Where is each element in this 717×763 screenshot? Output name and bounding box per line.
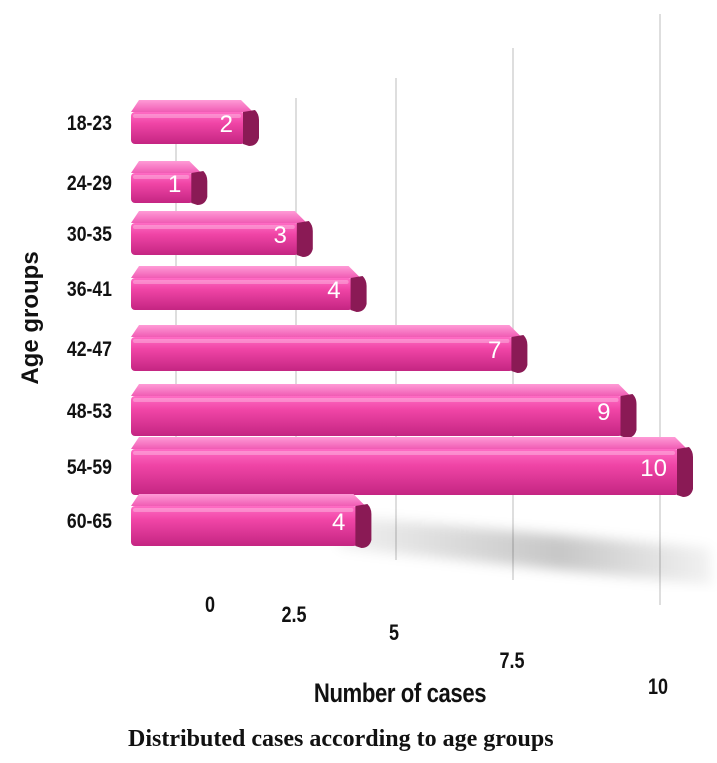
bar-top-face (131, 325, 522, 337)
bar-highlight (133, 398, 619, 402)
bar: 1 (131, 161, 208, 205)
bar-highlight (133, 508, 354, 512)
data-label: 2 (220, 111, 233, 138)
bar-front-face (131, 506, 358, 546)
bar-top-face (131, 437, 687, 449)
x-tick-label: 0 (205, 593, 215, 617)
bar-highlight (133, 175, 190, 179)
bar: 2 (131, 100, 259, 146)
bar: 3 (131, 211, 313, 257)
category-label: 36-41 (67, 278, 112, 302)
bar-shadow (330, 515, 712, 585)
x-tick-label: 10 (648, 675, 668, 699)
bar-front-face (131, 112, 245, 144)
bar: 4 (131, 266, 367, 312)
category-label: 30-35 (67, 223, 112, 247)
floor-shadow (330, 515, 712, 585)
bar: 7 (131, 325, 528, 373)
category-label: 60-65 (67, 510, 112, 534)
data-label: 9 (597, 399, 610, 426)
y-axis-title: Age groups (17, 251, 44, 384)
bar-front-face (131, 449, 679, 495)
bar-top-face (131, 211, 307, 223)
chart-caption: Distributed cases according to age group… (128, 726, 554, 752)
bar-top-face (131, 266, 361, 278)
category-label: 48-53 (67, 400, 112, 424)
category-labels: 18-23 24-29 30-35 36-41 42-47 48-53 54-59 60-65 (67, 112, 112, 534)
category-label: 24-29 (67, 172, 112, 196)
bar-front-face (131, 223, 299, 255)
data-label: 10 (640, 455, 667, 482)
category-label: 42-47 (67, 338, 112, 362)
x-tick-label: 2.5 (281, 603, 306, 627)
bar-front-face (131, 173, 194, 203)
bar: 9 (131, 384, 637, 438)
bar-end-cap (677, 447, 693, 497)
y-axis-title-text: Age groups (17, 251, 44, 384)
bars: 2 1 3 4 7 9 10 4 (131, 100, 693, 548)
bar-front-face (131, 396, 623, 436)
bar-end-cap (350, 276, 367, 312)
x-tick-label: 7.5 (499, 649, 524, 673)
bar-top-face (131, 494, 366, 506)
data-label: 7 (488, 337, 501, 364)
bar-front-face (131, 278, 353, 310)
category-label: 18-23 (67, 112, 112, 136)
x-tick-labels: 0 2.5 5 7.5 10 (205, 593, 668, 699)
bar-highlight (133, 114, 241, 118)
bar-top-face (131, 100, 253, 112)
data-label: 4 (332, 509, 345, 536)
bar-top-face (131, 161, 202, 173)
bar-highlight (133, 451, 675, 455)
bar: 4 (131, 494, 372, 548)
data-label: 3 (273, 222, 286, 249)
bar-top-face (131, 384, 631, 396)
x-axis-title: Number of cases (313, 678, 487, 708)
bar-end-cap (296, 221, 313, 257)
x-tick-label: 5 (389, 621, 399, 645)
bar: 10 (131, 437, 693, 497)
data-label: 4 (327, 277, 340, 304)
bar-highlight (133, 280, 349, 284)
bar-end-cap (620, 394, 637, 438)
bar-front-face (131, 337, 514, 371)
bar-end-cap (511, 335, 528, 373)
bar-end-cap (355, 504, 372, 548)
bar-end-cap (243, 110, 259, 146)
category-label: 54-59 (67, 456, 112, 480)
data-label: 1 (168, 171, 181, 198)
bar-end-cap (191, 171, 208, 205)
bar-highlight (133, 339, 510, 343)
bar-highlight (133, 225, 295, 229)
